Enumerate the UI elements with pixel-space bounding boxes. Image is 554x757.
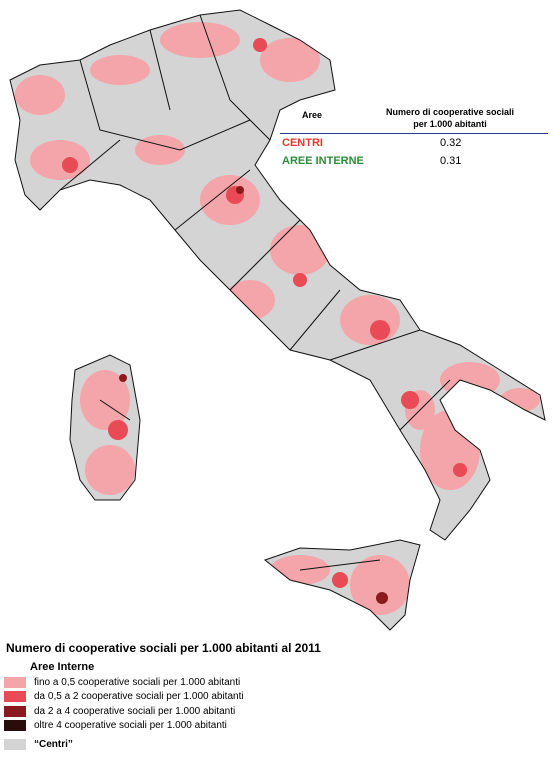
legend-label: da 0,5 a 2 cooperative sociali per 1.000… [34, 691, 244, 703]
legend-swatch [4, 720, 26, 732]
legend-subtitle: Aree Interne [30, 661, 95, 673]
legend: fino a 0,5 cooperative sociali per 1.000… [4, 675, 244, 752]
legend-swatch [4, 691, 26, 703]
legend-item: da 2 a 4 cooperative sociali per 1.000 a… [4, 704, 244, 719]
row-value: 0.31 [440, 155, 462, 167]
table-header: Aree [302, 110, 323, 120]
legend-label: da 2 a 4 cooperative sociali per 1.000 a… [34, 705, 236, 717]
legend-swatch [4, 705, 26, 717]
legend-item: “Centri” [4, 737, 244, 752]
legend-title: Numero di cooperative sociali per 1.000 … [6, 641, 321, 655]
table-rule [280, 133, 548, 134]
legend-item: da 0,5 a 2 cooperative sociali per 1.000… [4, 690, 244, 705]
regions [10, 10, 545, 630]
table-header: Numero di cooperative sociali per 1.000 … [385, 107, 515, 129]
borders [9, 9, 546, 631]
row-label: CENTRI [282, 137, 323, 149]
legend-label: oltre 4 cooperative sociali per 1.000 ab… [34, 720, 227, 732]
legend-label: fino a 0,5 cooperative sociali per 1.000… [34, 676, 241, 688]
legend-swatch [4, 738, 26, 750]
legend-item: oltre 4 cooperative sociali per 1.000 ab… [4, 719, 244, 734]
map [9, 9, 546, 631]
row-label: AREE INTERNE [282, 155, 364, 167]
row-value: 0.32 [440, 137, 462, 149]
land [10, 10, 545, 630]
inner-areas-high [119, 186, 388, 604]
legend-label: “Centri” [34, 738, 73, 750]
legend-item: fino a 0,5 cooperative sociali per 1.000… [4, 675, 244, 690]
legend-swatch [4, 676, 26, 688]
